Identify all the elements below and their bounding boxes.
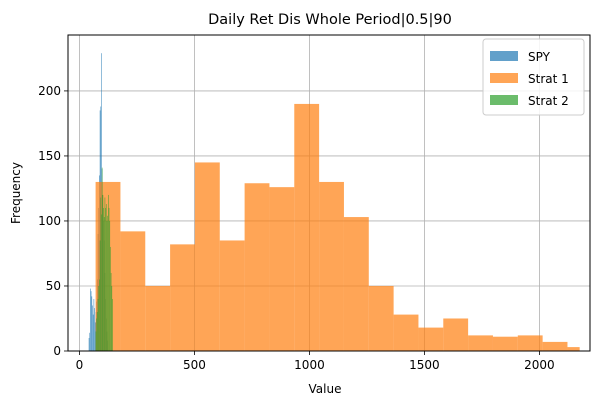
histogram-bar bbox=[106, 220, 108, 351]
histogram-bar bbox=[319, 181, 344, 351]
histogram-bar bbox=[110, 272, 112, 351]
histogram-bar bbox=[111, 285, 113, 351]
x-tick-label: 500 bbox=[183, 358, 206, 372]
plot-frame bbox=[67, 34, 591, 352]
y-tick-label: 150 bbox=[38, 149, 61, 163]
legend-swatch bbox=[490, 51, 518, 61]
histogram-bar bbox=[99, 279, 100, 351]
legend: SPY Strat 1 Strat 2 bbox=[482, 38, 585, 116]
histogram-bar bbox=[145, 285, 171, 351]
histogram-bar bbox=[517, 335, 543, 351]
legend-swatch bbox=[490, 95, 518, 105]
x-tick-label: 1500 bbox=[409, 358, 440, 372]
histogram-bar bbox=[108, 194, 109, 351]
histogram-bar bbox=[97, 298, 99, 351]
legend-label: Strat 2 bbox=[528, 94, 569, 108]
histogram-bar bbox=[101, 214, 102, 351]
legend-swatch bbox=[490, 73, 518, 83]
histogram-bar bbox=[96, 311, 98, 351]
histogram-bar bbox=[194, 162, 220, 351]
series-strat-2 bbox=[95, 167, 113, 351]
histogram-bar bbox=[102, 194, 104, 351]
histogram-bar bbox=[368, 285, 394, 351]
histogram-bar bbox=[219, 240, 245, 351]
histogram-bar bbox=[98, 285, 100, 351]
histogram-bar bbox=[103, 207, 104, 351]
histogram-bar bbox=[542, 341, 568, 351]
histogram-bar bbox=[294, 103, 320, 351]
histogram-bar bbox=[170, 244, 195, 351]
histogram-bar bbox=[468, 335, 493, 351]
y-tick-label: 100 bbox=[38, 214, 61, 228]
legend-label: Strat 1 bbox=[528, 72, 569, 86]
histogram-bar bbox=[443, 318, 469, 351]
histogram-bar bbox=[90, 291, 92, 351]
histogram-bar bbox=[418, 327, 444, 351]
histogram-bar bbox=[269, 187, 295, 351]
x-tick-label: 2000 bbox=[524, 358, 555, 372]
histogram-bar bbox=[89, 332, 91, 351]
histogram-bars bbox=[88, 53, 580, 352]
histogram-bar bbox=[567, 347, 580, 351]
histogram-bar bbox=[103, 217, 105, 351]
histogram-bar bbox=[99, 240, 101, 351]
histogram-bar bbox=[104, 197, 106, 351]
y-axis-ticks: 0 50 100 150 200 bbox=[38, 84, 68, 358]
histogram-bar bbox=[88, 337, 90, 351]
y-tick-label: 50 bbox=[46, 279, 61, 293]
y-tick-label: 0 bbox=[53, 344, 61, 358]
histogram-bar bbox=[120, 231, 146, 351]
histogram-bar bbox=[94, 308, 95, 351]
histogram-bar bbox=[100, 197, 102, 351]
histogram-bar bbox=[343, 217, 369, 351]
histogram-bar bbox=[96, 318, 97, 351]
histogram-bar bbox=[91, 296, 93, 351]
x-tick-label: 0 bbox=[76, 358, 84, 372]
x-tick-label: 1000 bbox=[294, 358, 325, 372]
legend-label: SPY bbox=[528, 50, 551, 64]
histogram-bar bbox=[112, 298, 113, 351]
y-tick-label: 200 bbox=[38, 84, 61, 98]
histogram-bar bbox=[93, 298, 95, 351]
histogram-bar bbox=[105, 207, 106, 351]
histogram-bar bbox=[90, 288, 91, 351]
histogram-bar bbox=[393, 314, 419, 351]
histogram-bar bbox=[92, 305, 93, 351]
x-axis-label: Value bbox=[309, 382, 342, 396]
y-axis-label: Frequency bbox=[9, 162, 23, 224]
chart-title: Daily Ret Dis Whole Period|0.5|90 bbox=[208, 12, 452, 28]
histogram-bar bbox=[105, 204, 107, 351]
histogram-bar bbox=[95, 331, 97, 351]
x-axis-ticks: 0 500 1000 1500 2000 bbox=[76, 351, 555, 372]
histogram-bar bbox=[110, 246, 111, 351]
histogram-bar bbox=[108, 207, 110, 351]
histogram-bar bbox=[101, 167, 103, 351]
histogram-bar bbox=[109, 220, 111, 351]
histogram-bar bbox=[244, 183, 270, 351]
histogram-bar bbox=[92, 314, 94, 351]
histogram-bar bbox=[94, 322, 96, 351]
histogram-bar bbox=[107, 215, 109, 351]
histogram-bar bbox=[492, 336, 518, 351]
